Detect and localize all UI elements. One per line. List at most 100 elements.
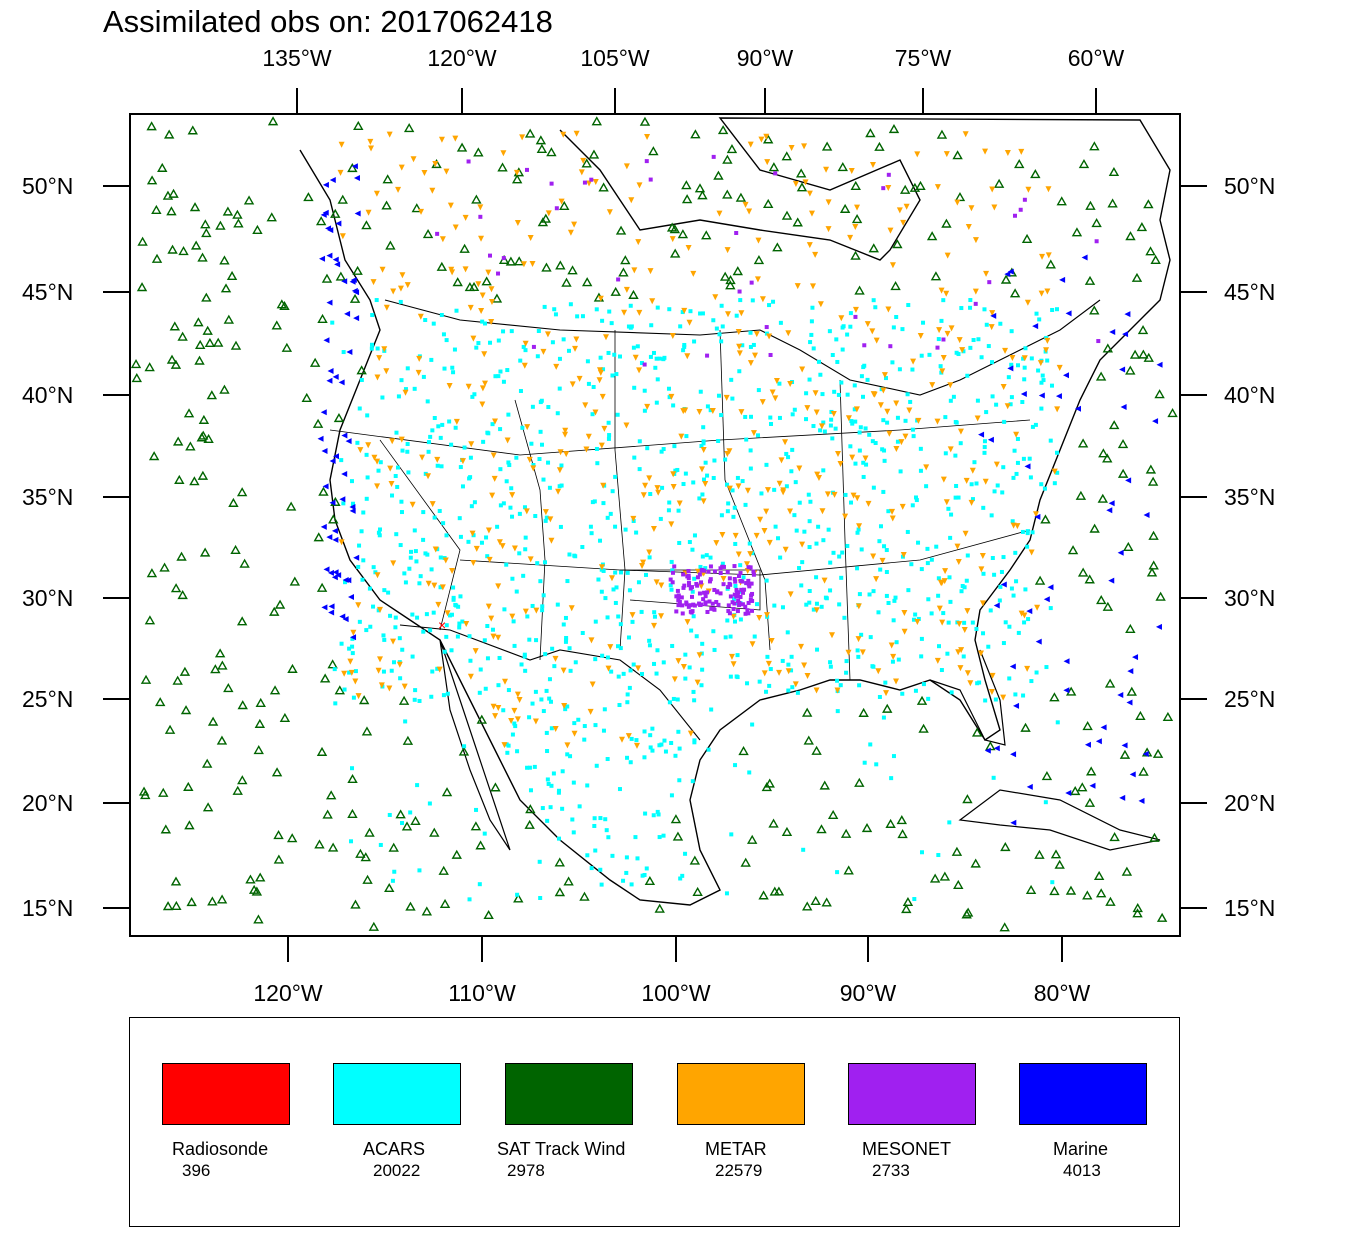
obs-point-metar — [989, 672, 996, 679]
obs-point-metar — [596, 377, 603, 384]
obs-point-mesonet — [686, 576, 691, 581]
obs-point-metar — [959, 347, 966, 354]
obs-point-acars — [700, 554, 705, 559]
obs-point-marine — [350, 634, 357, 641]
obs-point-mesonet — [853, 314, 858, 319]
obs-point-acars — [859, 547, 864, 552]
obs-point-acars — [632, 455, 637, 460]
obs-point-mesonet — [549, 181, 554, 186]
obs-point-acars — [435, 666, 440, 671]
obs-point-metar — [817, 301, 824, 308]
obs-point-metar — [374, 374, 381, 381]
obs-point-metar — [1054, 406, 1061, 413]
obs-point-sat-track-wind — [384, 882, 395, 893]
obs-point-sat-track-wind — [681, 180, 692, 190]
obs-point-metar — [375, 667, 382, 674]
obs-point-metar — [552, 655, 559, 662]
obs-point-acars — [642, 755, 647, 760]
obs-point-metar — [728, 653, 735, 660]
obs-point-acars — [979, 355, 984, 360]
obs-point-mesonet — [488, 253, 493, 258]
obs-point-metar — [468, 441, 475, 448]
obs-point-marine — [978, 431, 985, 438]
obs-point-metar — [702, 481, 709, 488]
obs-point-acars — [728, 634, 733, 639]
obs-point-metar — [513, 169, 520, 176]
obs-point-acars — [786, 662, 791, 667]
obs-point-sat-track-wind — [865, 128, 876, 138]
obs-point-acars — [549, 726, 554, 731]
obs-point-acars — [924, 484, 929, 489]
obs-point-sat-track-wind — [217, 660, 228, 670]
obs-point-marine — [353, 174, 360, 181]
obs-point-sat-track-wind — [402, 735, 414, 745]
obs-point-metar — [653, 579, 660, 586]
obs-point-mesonet — [670, 570, 675, 575]
obs-point-metar — [972, 288, 979, 295]
obs-point-acars — [1025, 531, 1030, 536]
obs-point-metar — [618, 736, 625, 743]
obs-point-sat-track-wind — [536, 143, 548, 154]
obs-point-metar — [1010, 522, 1017, 529]
obs-point-acars — [460, 484, 465, 489]
obs-point-metar — [524, 424, 531, 431]
obs-point-metar — [893, 400, 900, 407]
obs-point-sat-track-wind — [701, 230, 712, 240]
obs-point-metar — [849, 454, 856, 461]
obs-point-acars — [589, 531, 594, 536]
obs-point-mesonet — [684, 600, 689, 605]
obs-point-metar — [478, 307, 485, 314]
obs-point-acars — [474, 807, 479, 812]
obs-point-sat-track-wind — [189, 202, 201, 212]
obs-point-sat-track-wind — [219, 255, 230, 265]
obs-point-acars — [661, 447, 666, 452]
obs-point-acars — [989, 513, 994, 518]
obs-point-sat-track-wind — [899, 184, 911, 194]
map-frame — [129, 113, 1181, 937]
obs-point-sat-track-wind — [768, 162, 780, 172]
obs-point-acars — [590, 500, 595, 505]
obs-point-metar — [758, 136, 765, 143]
obs-point-acars — [964, 578, 969, 583]
obs-point-metar — [804, 673, 811, 680]
obs-point-acars — [871, 589, 876, 594]
obs-point-acars — [784, 484, 789, 489]
obs-point-acars — [667, 395, 672, 400]
obs-point-acars — [613, 600, 618, 605]
obs-point-sat-track-wind — [146, 175, 158, 185]
obs-point-metar — [856, 523, 863, 530]
obs-point-acars — [629, 324, 634, 329]
obs-point-acars — [545, 777, 550, 782]
lat-tick-label-left: 20°N — [22, 790, 73, 816]
obs-point-sat-track-wind — [315, 216, 327, 226]
obs-point-marine — [317, 435, 324, 442]
obs-point-metar — [443, 168, 450, 175]
obs-point-metar — [395, 186, 402, 193]
obs-point-acars — [513, 724, 518, 729]
obs-point-metar — [871, 391, 878, 398]
obs-point-acars — [351, 695, 356, 700]
obs-point-metar — [355, 693, 362, 700]
obs-point-sat-track-wind — [1105, 896, 1116, 906]
bottom-tick-label: 90°W — [840, 980, 897, 1006]
obs-point-mesonet — [728, 594, 733, 599]
obs-point-acars — [856, 527, 861, 532]
obs-point-marine — [1117, 549, 1124, 556]
obs-point-sat-track-wind — [190, 240, 202, 250]
obs-point-sat-track-wind — [561, 277, 572, 287]
obs-point-sat-track-wind — [239, 558, 250, 568]
obs-point-mesonet — [738, 594, 743, 599]
obs-point-acars — [462, 445, 467, 450]
obs-point-metar — [669, 236, 676, 243]
obs-point-acars — [913, 688, 918, 693]
obs-point-acars — [981, 631, 986, 636]
obs-point-acars — [699, 444, 704, 449]
obs-point-acars — [648, 745, 653, 750]
obs-point-acars — [755, 433, 760, 438]
obs-point-sat-track-wind — [717, 125, 729, 135]
obs-point-metar — [573, 336, 580, 343]
obs-point-acars — [635, 856, 640, 861]
obs-point-metar — [776, 480, 783, 487]
obs-point-acars — [440, 422, 445, 427]
obs-point-acars — [442, 366, 447, 371]
